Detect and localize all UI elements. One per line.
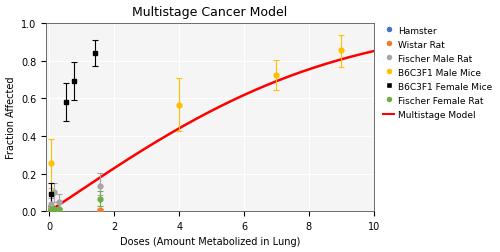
Y-axis label: Fraction Affected: Fraction Affected xyxy=(6,76,16,159)
Title: Multistage Cancer Model: Multistage Cancer Model xyxy=(132,6,288,18)
X-axis label: Doses (Amount Metabolized in Lung): Doses (Amount Metabolized in Lung) xyxy=(120,237,300,246)
Legend: Hamster, Wistar Rat, Fischer Male Rat, B6C3F1 Male Mice, B6C3F1 Female Mice, Fis: Hamster, Wistar Rat, Fischer Male Rat, B… xyxy=(382,24,494,121)
